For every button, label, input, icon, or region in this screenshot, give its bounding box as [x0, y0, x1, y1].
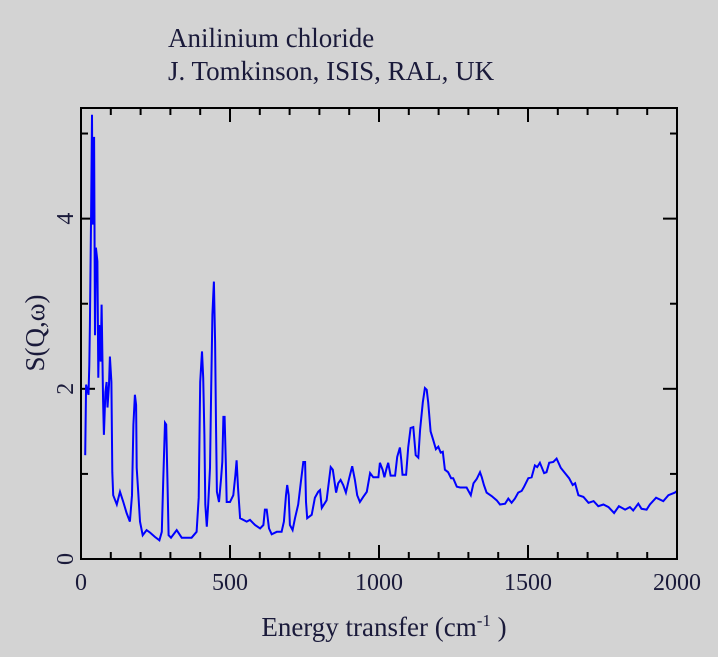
y-tick-label: 0 — [53, 553, 79, 565]
x-axis-label-text: Energy transfer (cm — [261, 612, 476, 642]
y-tick-label: 2 — [53, 383, 79, 395]
x-tick-label: 2000 — [653, 570, 701, 596]
series-line — [84, 114, 678, 542]
x-axis-label-end: ) — [491, 612, 507, 642]
x-tick-label: 500 — [212, 570, 248, 596]
y-axis-label: S(Q,ω) — [20, 294, 50, 371]
chart-subtitle: J. Tomkinson, ISIS, RAL, UK — [168, 56, 495, 86]
plot-frame — [80, 107, 678, 560]
x-tick-label: 0 — [75, 570, 87, 596]
x-tick-label: 1500 — [504, 570, 552, 596]
y-tick-label: 4 — [53, 213, 79, 225]
x-axis-label: Energy transfer (cm-1 ) — [261, 611, 506, 642]
x-axis-label-superscript: -1 — [477, 611, 491, 630]
x-tick-label: 1000 — [355, 570, 403, 596]
axes — [81, 108, 677, 559]
chart-title: Anilinium chloride — [168, 23, 374, 53]
